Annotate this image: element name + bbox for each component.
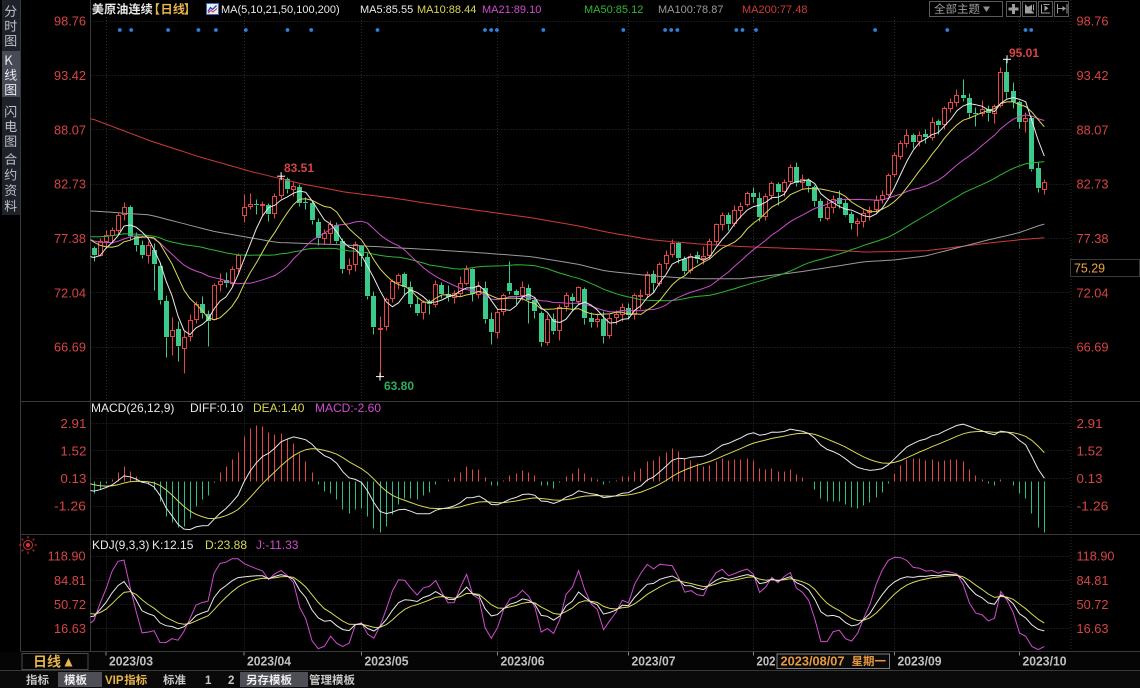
svg-text:2023/08/07: 2023/08/07	[781, 654, 845, 668]
svg-text:MACD:-2.60: MACD:-2.60	[315, 401, 381, 415]
svg-text:118.90: 118.90	[48, 549, 86, 564]
svg-text:-1.26: -1.26	[1077, 499, 1109, 514]
svg-text:93.42: 93.42	[54, 68, 86, 83]
svg-text:2.91: 2.91	[1077, 416, 1103, 431]
svg-text:2023/04: 2023/04	[247, 654, 291, 668]
svg-text:2.91: 2.91	[60, 416, 86, 431]
svg-text:MA50:85.12: MA50:85.12	[584, 4, 643, 16]
svg-text:J:-11.33: J:-11.33	[256, 538, 299, 552]
svg-text:MA10:88.44: MA10:88.44	[417, 4, 476, 16]
svg-text:2023/05: 2023/05	[365, 654, 409, 668]
svg-text:50.72: 50.72	[1077, 597, 1109, 612]
svg-text:VIP: VIP	[105, 675, 124, 687]
svg-text:MA21:89.10: MA21:89.10	[482, 4, 541, 16]
svg-text:MA200:77.48: MA200:77.48	[742, 4, 807, 16]
svg-text:82.73: 82.73	[1077, 177, 1109, 192]
svg-text:DIFF:0.10: DIFF:0.10	[190, 401, 244, 415]
svg-text:MA100:78.87: MA100:78.87	[658, 4, 723, 16]
svg-text:66.69: 66.69	[54, 340, 86, 355]
svg-text:1: 1	[205, 675, 212, 687]
svg-text:95.01: 95.01	[1009, 46, 1039, 60]
svg-text:82.73: 82.73	[54, 177, 86, 192]
svg-text:2: 2	[228, 675, 234, 687]
svg-text:72.04: 72.04	[54, 285, 86, 300]
svg-text:0.13: 0.13	[1077, 471, 1103, 486]
svg-text:63.80: 63.80	[384, 379, 414, 393]
svg-text:118.90: 118.90	[1077, 549, 1115, 564]
svg-text:16.63: 16.63	[1077, 621, 1109, 636]
svg-text:-1.26: -1.26	[54, 499, 86, 514]
svg-text:2023/09: 2023/09	[898, 654, 942, 668]
svg-text:77.38: 77.38	[1077, 231, 1109, 246]
svg-text:66.69: 66.69	[1077, 340, 1109, 355]
svg-text:1.52: 1.52	[1077, 444, 1103, 459]
svg-text:2023/10: 2023/10	[1023, 654, 1067, 668]
svg-text:16.63: 16.63	[54, 621, 86, 636]
svg-text:75.29: 75.29	[1074, 261, 1105, 276]
svg-text:D:23.88: D:23.88	[205, 538, 247, 552]
svg-text:84.81: 84.81	[54, 573, 86, 588]
svg-text:93.42: 93.42	[1077, 68, 1109, 83]
svg-text:84.81: 84.81	[1077, 573, 1109, 588]
svg-text:DEA:1.40: DEA:1.40	[253, 401, 305, 415]
svg-text:98.76: 98.76	[1077, 14, 1109, 29]
svg-text:72.04: 72.04	[1077, 285, 1109, 300]
svg-text:MA5:85.55: MA5:85.55	[360, 4, 413, 16]
svg-text:K:12.15: K:12.15	[152, 538, 194, 552]
svg-text:MA(5,10,21,50,100,200): MA(5,10,21,50,100,200)	[221, 4, 340, 16]
svg-text:2023/07: 2023/07	[632, 654, 676, 668]
svg-text:MACD(26,12,9): MACD(26,12,9)	[91, 401, 174, 415]
svg-text:2023/06: 2023/06	[501, 654, 545, 668]
svg-text:98.76: 98.76	[54, 14, 86, 29]
svg-text:0.13: 0.13	[60, 471, 86, 486]
svg-text:202: 202	[757, 654, 776, 668]
svg-text:2023/03: 2023/03	[109, 654, 153, 668]
svg-text:88.07: 88.07	[54, 122, 86, 137]
svg-text:83.51: 83.51	[284, 161, 314, 175]
svg-text:77.38: 77.38	[54, 231, 86, 246]
svg-text:88.07: 88.07	[1077, 122, 1109, 137]
svg-text:50.72: 50.72	[54, 597, 86, 612]
svg-text:1.52: 1.52	[60, 444, 86, 459]
svg-text:KDJ(9,3,3): KDJ(9,3,3)	[92, 538, 149, 552]
